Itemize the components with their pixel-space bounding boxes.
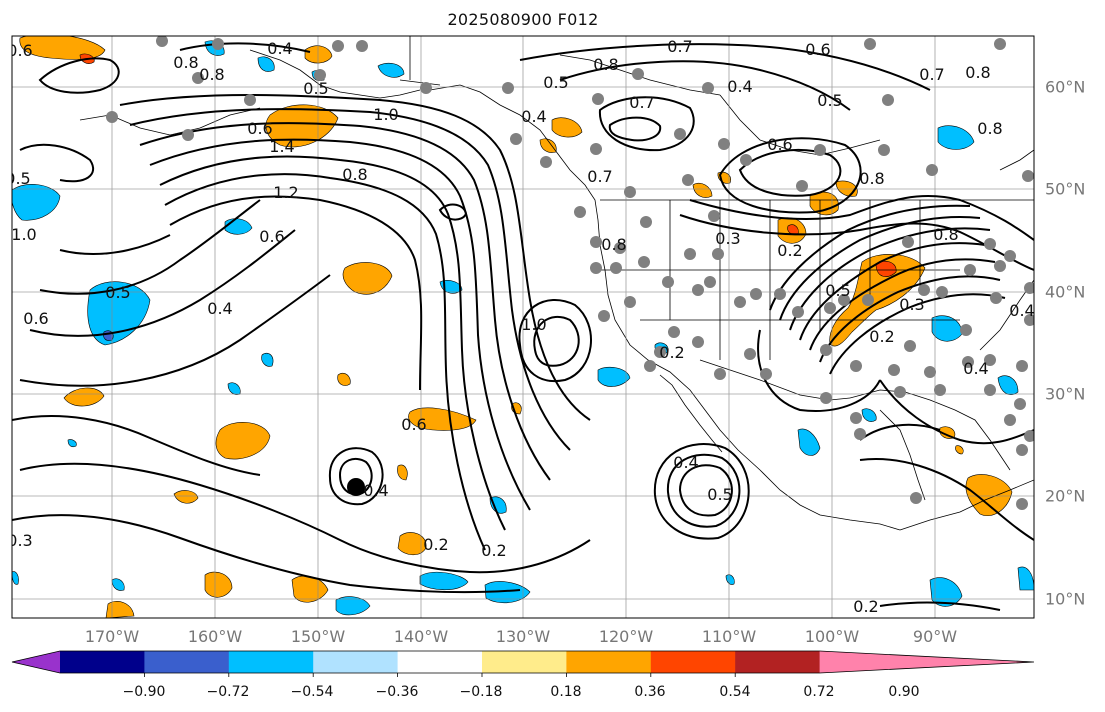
shaded-positive-patches (19, 36, 1013, 618)
contour-label: 0.7 (587, 167, 612, 186)
colorbar-extend-high (819, 651, 1034, 673)
colorbar-tick-label: 0.36 (634, 684, 666, 700)
contour-label: 0.4 (363, 481, 388, 500)
contour-label: 0.4 (963, 359, 988, 378)
colorbar-tick-label: 0.18 (550, 684, 582, 700)
contour-label: 0.8 (859, 169, 884, 188)
lat-label: 30°N (1045, 384, 1086, 404)
contour-label: 0.6 (401, 415, 426, 434)
contour-label: 0.5 (5, 169, 30, 188)
contour-label: 0.4 (673, 453, 698, 472)
contour-label: 0.7 (919, 65, 944, 84)
contour-label: 0.3 (715, 229, 740, 248)
contour-label: 0.8 (593, 55, 618, 74)
contour-label: 0.4 (267, 39, 292, 58)
colorbar-tick-label: 0.72 (803, 684, 835, 700)
colorbar-segment (482, 651, 567, 673)
contour-label: 0.5 (543, 73, 568, 92)
contour-label: 0.4 (727, 77, 752, 96)
contour-label: 0.8 (977, 119, 1002, 138)
lon-label: 90°W (912, 627, 958, 646)
contour-label: 0.5 (105, 283, 130, 302)
contour-label: 0.3 (899, 295, 924, 314)
map-title: 2025080900 F012 (447, 10, 599, 29)
colorbar-segment (566, 651, 652, 673)
contour-label: 0.6 (247, 119, 272, 138)
colorbar-tick-label: 0.90 (888, 684, 920, 700)
contour-label: 1.0 (373, 105, 398, 124)
contour-label: 0.8 (601, 235, 626, 254)
colorbar (11, 650, 1035, 677)
map-frame (11, 35, 1035, 619)
contour-label: 0.8 (965, 63, 990, 82)
colorbar-tick-label: 0.54 (719, 684, 751, 700)
contour-label: 0.2 (481, 541, 506, 560)
colorbar-tick-label: −0.72 (206, 684, 250, 700)
contour-label: 0.4 (207, 299, 232, 318)
colorbar-segment (313, 651, 399, 673)
contour-label: 0.7 (629, 93, 654, 112)
lon-label: 110°W (701, 627, 757, 646)
lon-label: 150°W (290, 627, 346, 646)
colorbar-segment (650, 651, 736, 673)
contour-label: 0.4 (1009, 301, 1034, 320)
contour-label: 0.8 (342, 165, 367, 184)
colorbar-tick-label: −0.54 (290, 684, 334, 700)
contour-label: 0.6 (7, 41, 32, 60)
colorbar-segment (735, 651, 821, 673)
lon-label: 130°W (495, 627, 551, 646)
colorbar-tick-label: −0.36 (375, 684, 419, 700)
contour-label: 0.6 (259, 227, 284, 246)
contour-lines (12, 42, 1034, 611)
contour-label: 1.0 (11, 225, 36, 244)
lat-label: 50°N (1045, 179, 1086, 199)
lat-label: 40°N (1045, 282, 1086, 302)
contour-label: 0.2 (853, 597, 878, 616)
lon-label: 100°W (804, 627, 860, 646)
colorbar-segment (144, 651, 230, 673)
colorbar-outline (11, 650, 1035, 674)
contour-label-group: 1.0 0.8 0.4 0.5 1.0 0.7 0.8 0.6 0.7 0.8 … (5, 37, 1034, 616)
colorbar-segment (228, 651, 314, 673)
contour-label: 0.6 (805, 40, 830, 59)
lon-label: 120°W (598, 627, 654, 646)
contour-label: 1.0 (521, 315, 546, 334)
lat-label: 10°N (1045, 589, 1086, 609)
colorbar-segment (60, 651, 145, 673)
contour-label: 0.5 (817, 91, 842, 110)
contour-label: 0.2 (423, 535, 448, 554)
contour-label: 0.8 (173, 53, 198, 72)
contour-label: 1.4 (269, 137, 294, 156)
observation-dots (106, 36, 1034, 510)
colorbar-tick-label: −0.18 (459, 684, 503, 700)
storm-center-marker (347, 478, 365, 496)
colorbar-extend-low (12, 651, 60, 673)
contour-label: 0.6 (23, 309, 48, 328)
lon-label: 140°W (393, 627, 449, 646)
lat-label: 60°N (1045, 77, 1086, 97)
contour-label: 0.5 (825, 281, 850, 300)
contour-label: 0.2 (659, 343, 684, 362)
lon-label: 160°W (187, 627, 243, 646)
contour-label: 0.3 (7, 531, 32, 550)
contour-label: 0.7 (667, 37, 692, 56)
contour-label: 0.4 (521, 107, 546, 126)
lat-label: 20°N (1045, 486, 1086, 506)
contour-label: 0.5 (303, 79, 328, 98)
contour-label: 0.8 (199, 65, 224, 84)
contour-label: 0.5 (707, 485, 732, 504)
contour-label: 0.2 (869, 327, 894, 346)
lon-label: 170°W (84, 627, 140, 646)
contour-label: 1.2 (273, 183, 298, 202)
contour-label: 0.2 (777, 241, 802, 260)
colorbar-tick-label: −0.90 (122, 684, 166, 700)
colorbar-segment (397, 651, 483, 673)
contour-label: 0.8 (933, 225, 958, 244)
contour-label: 0.6 (767, 135, 792, 154)
